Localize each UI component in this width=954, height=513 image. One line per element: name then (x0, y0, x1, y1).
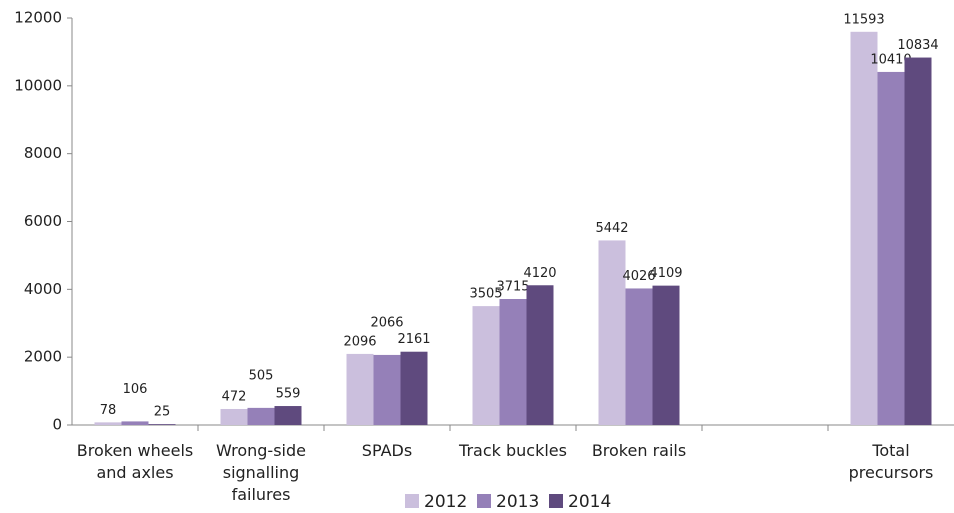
y-tick-label: 12000 (14, 9, 62, 27)
bar (526, 285, 554, 425)
x-tick-label: Broken wheels and axles (76, 441, 194, 482)
value-label: 559 (276, 387, 301, 402)
bar (94, 422, 122, 425)
value-label: 3505 (469, 287, 502, 302)
value-label: 3715 (496, 279, 529, 294)
legend-label: 2014 (568, 492, 611, 512)
value-label: 5442 (595, 221, 628, 236)
value-label: 2066 (370, 315, 403, 330)
value-label: 10834 (897, 38, 938, 53)
legend-label: 2013 (496, 492, 539, 512)
legend-swatch (405, 494, 419, 508)
bar (850, 31, 878, 426)
bar (877, 71, 905, 426)
legend-swatch (549, 494, 563, 508)
y-tick-label: 0 (52, 416, 62, 434)
bar (625, 288, 653, 425)
value-label: 2096 (343, 334, 376, 349)
bar (472, 306, 500, 425)
y-tick-label: 10000 (14, 76, 62, 94)
value-label: 78 (100, 403, 117, 418)
bar (652, 285, 680, 425)
x-tick-label: Total precursors (848, 441, 934, 482)
bar (346, 353, 374, 425)
x-tick-label: SPADs (361, 441, 413, 460)
bar (220, 408, 248, 425)
bar (598, 240, 626, 425)
bar (400, 351, 428, 425)
bar (247, 407, 275, 425)
y-tick-label: 4000 (24, 280, 62, 298)
value-label: 472 (222, 389, 247, 404)
x-tick-label: Wrong-side signalling failures (216, 441, 306, 504)
bar (121, 421, 149, 425)
x-tick-label: Track buckles (459, 441, 567, 460)
value-label: 11593 (843, 12, 884, 27)
value-label: 4120 (523, 266, 556, 281)
value-label: 4109 (649, 266, 682, 281)
value-label: 2161 (397, 332, 430, 347)
bar (499, 298, 527, 425)
bar (373, 354, 401, 425)
bar (274, 406, 302, 425)
legend-swatch (477, 494, 491, 508)
legend-label: 2012 (424, 492, 467, 512)
y-tick-label: 8000 (24, 144, 62, 162)
value-label: 4026 (622, 269, 655, 284)
value-label: 505 (249, 368, 274, 383)
bar (148, 424, 176, 425)
value-label: 106 (123, 382, 148, 397)
bar (904, 57, 932, 425)
y-tick-label: 2000 (24, 348, 62, 366)
value-label: 25 (154, 405, 171, 420)
value-label: 10410 (870, 52, 911, 67)
y-tick-label: 6000 (24, 212, 62, 230)
x-tick-label: Broken rails (591, 441, 687, 460)
